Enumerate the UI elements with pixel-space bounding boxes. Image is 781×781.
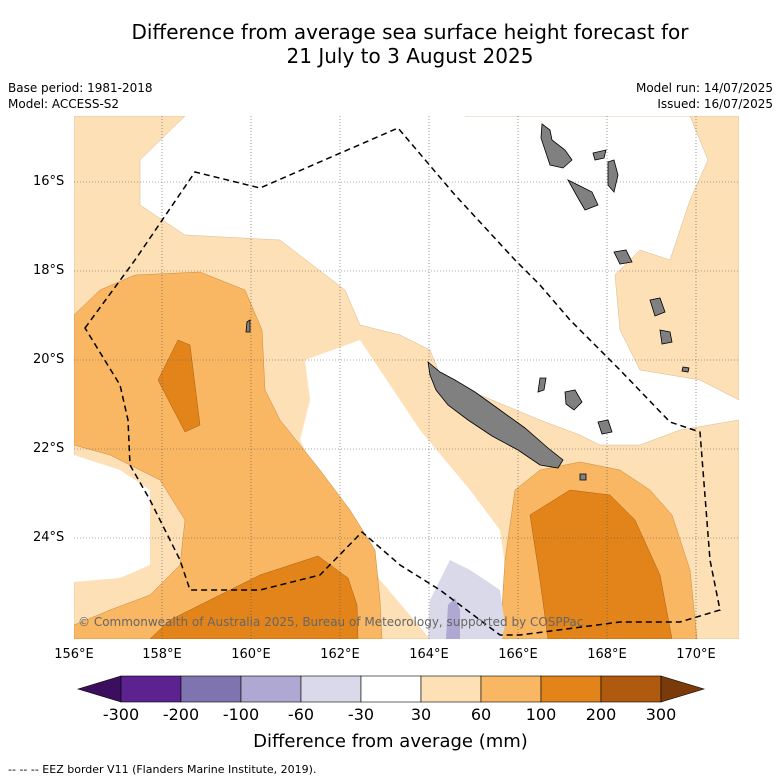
lon-label-156e: 156°E [54,647,94,662]
issued-text: Issued: 16/07/2025 [657,97,773,111]
lon-label-160e: 160°E [231,647,271,662]
lon-label-170e: 170°E [676,647,716,662]
colorbar-tick-7: 60 [470,705,492,724]
map-area: © Commonwealth of Australia 2025, Bureau… [74,116,739,639]
lat-label-16s: 16°S [33,174,65,189]
colorbar-tick-8: 100 [525,705,557,724]
vanuatu-island-6 [649,297,666,317]
anomaly-60-100-west [74,271,383,639]
vanuatu-island-1 [540,123,573,169]
colorbar-tick-4: -60 [287,705,315,724]
colorbar-cell-over [660,675,706,703]
lat-label-22s: 22°S [33,441,65,456]
vanuatu-island-5 [613,249,633,265]
colorbar-tick-6: 30 [410,705,432,724]
title-line-1: Difference from average sea surface heig… [131,20,689,44]
vanuatu-island-3 [592,149,607,161]
colorbar-cell-under [76,675,122,703]
colorbar-cell-4 [300,675,362,703]
new-caledonia-island [427,361,564,469]
title-line-2: 21 July to 3 August 2025 [286,44,534,68]
colorbar [76,675,706,703]
anomaly-100-200-southeast [529,489,673,639]
small-island-east [681,366,690,373]
copyright-text: © Commonwealth of Australia 2025, Bureau… [78,615,583,629]
gridlines [74,116,739,639]
lat-label-18s: 18°S [33,263,65,278]
eez-legend-footnote: -- -- -- EEZ border V11 (Flanders Marine… [8,763,317,776]
colorbar-tick-10: 300 [645,705,677,724]
map-title: Difference from average sea surface heig… [60,20,760,68]
lat-label-20s: 20°S [33,352,65,367]
colorbar-cell-1 [120,675,182,703]
lat-label-24s: 24°S [33,530,65,545]
colorbar-tick-5: -30 [347,705,375,724]
colorbar-cell-7 [480,675,542,703]
vanuatu-island-4 [607,159,619,193]
small-island-west [245,319,251,333]
lon-label-164e: 164°E [409,647,449,662]
anomaly-100-200-west-core [157,339,201,433]
model-run-text: Model run: 14/07/2025 [635,81,773,95]
meta-left: Base period: 1981-2018 Model: ACCESS-S2 [8,80,153,112]
loyalty-island-1 [564,389,583,411]
anomaly-neutral-central [300,340,520,639]
colorbar-label: Difference from average (mm) [253,731,528,752]
colorbar-cell-8 [540,675,602,703]
land-masses [245,123,690,481]
lon-label-162e: 162°E [320,647,360,662]
lon-label-166e: 166°E [498,647,538,662]
lon-label-168e: 168°E [587,647,627,662]
colorbar-cell-3 [240,675,302,703]
anomaly-neutral-southwest [74,455,150,582]
vanuatu-island-2 [567,179,599,211]
loyalty-island-3 [537,377,547,393]
base-period-text: Base period: 1981-2018 [8,81,153,95]
colorbar-cell-5 [360,675,422,703]
anomaly-neg-60-100 [446,598,460,639]
loyalty-island-2 [597,419,613,435]
model-text: Model: ACCESS-S2 [8,97,120,111]
vanuatu-island-7 [659,329,673,345]
colorbar-cell-6 [420,675,482,703]
meta-right: Model run: 14/07/2025 Issued: 16/07/2025 [636,80,773,112]
colorbar-tick-1: -300 [102,705,140,724]
colorbar-tick-3: -100 [222,705,260,724]
anomaly-100-200-south [149,555,359,639]
anomaly-30-60-northeast [465,116,739,401]
eez-border [84,127,721,636]
colorbar-tick-9: 200 [585,705,617,724]
colorbar-cell-2 [180,675,242,703]
lon-label-158e: 158°E [142,647,182,662]
colorbar-cell-9 [600,675,662,703]
small-island-south [579,473,587,481]
colorbar-tick-2: -200 [162,705,200,724]
